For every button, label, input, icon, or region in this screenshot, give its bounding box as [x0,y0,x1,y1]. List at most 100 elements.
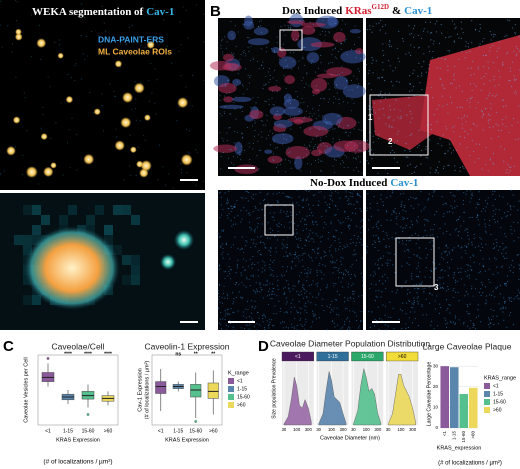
speckle [231,292,234,294]
speckle [330,195,332,197]
speckle [469,106,471,108]
speckle [427,199,429,201]
speckle [483,75,485,78]
panel-b-title-2: No-Dox Induced Cav-1 [310,177,418,189]
speckle [251,125,253,127]
speckle [417,239,419,241]
speckle [449,312,451,314]
speckle [396,289,398,291]
speckle [492,61,495,64]
speckle [501,217,503,219]
speckle [417,265,419,267]
speckle [378,117,380,119]
speckle [271,273,273,275]
speckle [300,237,302,240]
speckle [489,281,491,284]
cell [249,109,264,120]
speckle [457,218,459,221]
speckle [269,321,271,323]
speckle [228,127,230,129]
speckle [279,322,282,324]
speckle [400,203,403,206]
speckle [411,278,413,280]
chart-title: Caveolae/Cell [52,341,105,351]
speckle [452,250,454,252]
speckle [499,76,501,78]
speckle [481,109,483,111]
speckle [233,298,235,300]
speckle [505,116,507,118]
speckle [324,201,326,203]
speckle [496,56,498,58]
speckle [478,45,480,47]
speckle [456,107,458,109]
speckle [331,256,333,258]
speckle [317,109,319,111]
speckle [238,284,240,286]
speckle [303,46,305,48]
speckle [451,82,453,84]
speckle [232,311,234,313]
speckle [221,328,223,330]
speckle [406,293,408,295]
speckle [259,202,261,205]
speckle [491,319,493,321]
caveola-blob [57,52,64,59]
x-tick-label: 300 [340,427,348,432]
speckle [452,321,454,323]
speckle [262,88,264,90]
speckle [298,111,300,113]
title-text: & [392,5,401,17]
speckle [473,233,475,236]
speckle [395,292,397,294]
speckle [436,236,438,238]
speckle [242,85,244,87]
speckle [367,72,369,75]
speckle [303,118,305,120]
speckle [476,214,479,216]
speckle [392,70,394,72]
speckle [315,85,317,87]
speckle [350,238,352,241]
speckle [302,229,304,232]
speckle [490,322,492,324]
speckle [271,319,273,321]
speckle [431,320,433,323]
speckle [296,232,298,234]
speckle [469,83,472,85]
speckle [392,264,394,266]
speckle [267,222,269,224]
speckle [255,102,257,104]
speckle [408,148,410,150]
speckle [334,22,336,24]
speckle [434,23,436,25]
speckle [370,89,372,91]
speckle [342,19,344,21]
speckle [234,108,236,110]
cell [310,77,328,92]
speckle [408,96,410,99]
speckle [312,138,314,140]
speckle [432,245,434,247]
speckle [264,84,266,86]
speckle [437,172,439,174]
speckle [308,190,310,193]
speckle [430,123,432,126]
speckle [154,68,156,70]
speckle [143,135,145,137]
cell [300,25,316,35]
speckle [222,318,224,320]
facet-label: >60 [398,354,407,360]
speckle [518,35,520,38]
speckle [228,270,230,273]
speckle [340,256,342,258]
speckle [339,241,341,244]
speckle [472,326,474,329]
speckle [385,210,388,212]
speckle [468,277,470,279]
cell [284,75,296,85]
speckle [391,149,393,152]
speckle [233,156,235,158]
speckle [233,55,235,57]
speckle [366,159,368,162]
